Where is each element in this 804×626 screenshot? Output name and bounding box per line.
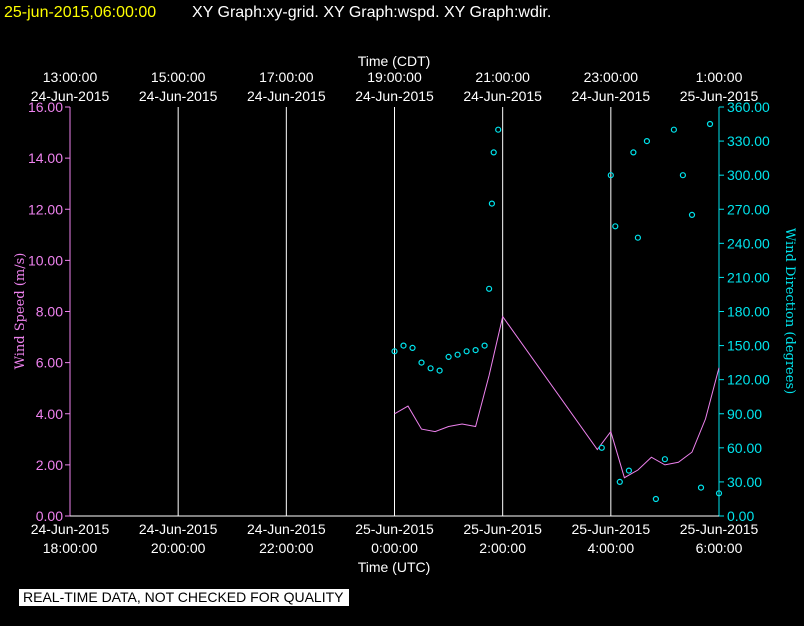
wind-direction-point (436, 367, 443, 374)
wind-direction-point (706, 120, 714, 128)
right-tick-label: 120.00 (727, 372, 770, 388)
right-tick-label: 210.00 (727, 269, 770, 285)
wind-direction-point (634, 234, 642, 241)
right-tick-label: 90.00 (727, 406, 762, 422)
bottom-tick-date: 25-Jun-2015 (463, 521, 542, 537)
wind-direction-point (643, 138, 651, 145)
right-tick-label: 150.00 (727, 338, 770, 354)
wind-direction-point (463, 348, 470, 355)
top-tick-time: 15:00:00 (151, 69, 206, 85)
bottom-tick-time: 4:00:00 (587, 540, 634, 556)
top-tick-time: 17:00:00 (259, 69, 314, 85)
grid-lines (177, 107, 612, 516)
wind-direction-point (400, 342, 407, 349)
top-tick-time: 23:00:00 (584, 69, 639, 85)
wind-direction-point (616, 478, 623, 485)
top-tick-time: 21:00:00 (475, 69, 530, 85)
right-tick-label: 0.00 (727, 508, 754, 524)
wind-direction-point (661, 456, 669, 463)
bottom-tick-date: 24-Jun-2015 (139, 521, 218, 537)
top-tick-date: 24-Jun-2015 (572, 88, 651, 104)
right-tick-label: 60.00 (727, 440, 762, 456)
wind-direction-point (688, 211, 696, 218)
left-tick-label: 2.00 (36, 457, 63, 473)
top-tick-time: 19:00:00 (367, 69, 422, 85)
wind-direction-point (481, 342, 488, 349)
top-tick-date: 24-Jun-2015 (247, 88, 326, 104)
header-timestamp: 25-jun-2015,06:00:00 (4, 4, 156, 21)
left-tick-label: 14.00 (28, 150, 63, 166)
wind-direction-point (418, 359, 425, 366)
bottom-tick-time: 18:00:00 (43, 540, 98, 556)
header-graphs: XY Graph:xy-grid. XY Graph:wspd. XY Grap… (192, 4, 551, 21)
wind-direction-point (670, 126, 678, 133)
wind-direction-point (679, 172, 687, 179)
bottom-axis-title: Time (UTC) (358, 559, 431, 575)
top-axis-title: Time (CDT) (358, 53, 431, 69)
bottom-tick-date: 24-Jun-2015 (247, 521, 326, 537)
left-tick-label: 8.00 (36, 304, 63, 320)
wind-direction-point (625, 467, 633, 474)
right-tick-label: 240.00 (727, 235, 770, 251)
left-tick-label: 4.00 (36, 406, 63, 422)
right-axis-ticks: 0.00 30.00 60.00 90.00 120.00 150.00 180.00 210… (719, 99, 770, 524)
top-axis-ticks: 13:00:00 24-Jun-2015 15:00:00 24-Jun-2015 17… (31, 69, 759, 104)
bottom-tick-date: 25-Jun-2015 (572, 521, 651, 537)
left-tick-label: 10.00 (28, 252, 63, 268)
right-axis-label: Wind Direction (degrees) (782, 228, 797, 394)
bottom-axis-ticks: 24-Jun-2015 18:00:00 24-Jun-2015 20:00:00 24… (31, 521, 759, 556)
right-tick-label: 30.00 (727, 474, 762, 490)
top-tick-time: 1:00:00 (696, 69, 743, 85)
top-tick-date: 25-Jun-2015 (680, 88, 759, 104)
series-layer (391, 120, 723, 503)
wind-direction-point (445, 353, 452, 360)
wind-direction-point (486, 285, 493, 292)
left-axis-ticks: 0.00 2.00 4.00 6.00 8.00 10.00 12.00 14.00 16.00 (28, 99, 70, 524)
top-tick-date: 24-Jun-2015 (355, 88, 434, 104)
wind-direction-point (495, 126, 502, 133)
bottom-tick-time: 20:00:00 (151, 540, 206, 556)
right-tick-label: 270.00 (727, 201, 770, 217)
top-tick-date: 24-Jun-2015 (463, 88, 542, 104)
right-tick-label: 300.00 (727, 167, 770, 183)
top-tick-date: 24-Jun-2015 (31, 88, 110, 104)
left-tick-label: 12.00 (28, 201, 63, 217)
wind-direction-point (715, 490, 723, 497)
left-tick-label: 16.00 (28, 99, 63, 115)
left-tick-label: 0.00 (36, 508, 63, 524)
wind-direction-point (454, 351, 461, 358)
bottom-tick-time: 0:00:00 (371, 540, 418, 556)
bottom-tick-time: 22:00:00 (259, 540, 314, 556)
bottom-tick-time: 2:00:00 (479, 540, 526, 556)
wind-direction-point (409, 344, 416, 351)
bottom-tick-date: 25-Jun-2015 (680, 521, 759, 537)
wind-speed-line (394, 315, 720, 479)
wind-direction-point (490, 149, 497, 156)
wind-direction-point (488, 200, 495, 207)
wind-direction-point (427, 365, 434, 372)
top-tick-time: 13:00:00 (43, 69, 98, 85)
right-tick-label: 180.00 (727, 304, 770, 320)
left-axis-label: Wind Speed (m/s) (13, 253, 28, 370)
bottom-tick-date: 24-Jun-2015 (31, 521, 110, 537)
wind-direction-point (391, 348, 398, 355)
wind-direction-point (472, 347, 479, 354)
left-tick-label: 6.00 (36, 355, 63, 371)
wind-direction-point (598, 444, 605, 451)
wind-direction-point (612, 223, 619, 230)
right-tick-label: 330.00 (727, 133, 770, 149)
bottom-tick-time: 6:00:00 (696, 540, 743, 556)
wind-direction-point (630, 149, 637, 156)
wind-direction-point (652, 495, 660, 503)
disclaimer-banner: REAL-TIME DATA, NOT CHECKED FOR QUALITY (19, 589, 350, 606)
bottom-tick-date: 25-Jun-2015 (355, 521, 434, 537)
wind-direction-point (607, 172, 614, 179)
right-tick-label: 360.00 (727, 99, 770, 115)
wind-direction-point (697, 484, 705, 491)
top-tick-date: 24-Jun-2015 (139, 88, 218, 104)
